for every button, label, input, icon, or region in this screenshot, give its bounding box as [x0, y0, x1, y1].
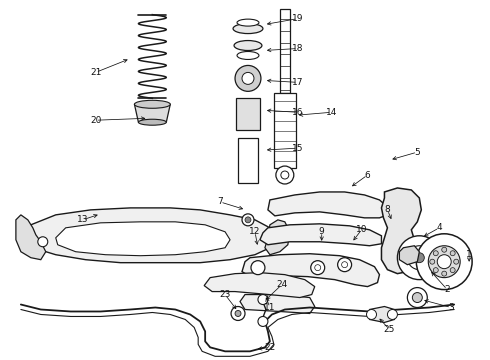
Polygon shape — [240, 294, 315, 314]
Circle shape — [338, 258, 352, 272]
Text: 4: 4 — [437, 223, 442, 232]
Polygon shape — [265, 220, 290, 255]
Circle shape — [367, 310, 376, 319]
Polygon shape — [382, 188, 421, 274]
Text: 3: 3 — [448, 303, 454, 312]
Text: 12: 12 — [249, 227, 261, 236]
Text: 17: 17 — [292, 78, 303, 87]
Polygon shape — [369, 306, 394, 323]
Ellipse shape — [237, 51, 259, 59]
Text: 21: 21 — [90, 68, 101, 77]
Ellipse shape — [134, 100, 171, 108]
Polygon shape — [16, 215, 46, 260]
Circle shape — [415, 253, 424, 263]
Circle shape — [231, 306, 245, 320]
Circle shape — [454, 259, 459, 264]
Circle shape — [388, 310, 397, 319]
Ellipse shape — [138, 119, 166, 125]
Text: 9: 9 — [319, 227, 324, 236]
Text: 18: 18 — [292, 44, 303, 53]
Text: 20: 20 — [90, 116, 101, 125]
Circle shape — [258, 316, 268, 327]
Polygon shape — [204, 273, 315, 298]
Text: 10: 10 — [356, 225, 368, 234]
Circle shape — [342, 262, 347, 268]
Circle shape — [442, 247, 447, 252]
Text: 23: 23 — [220, 290, 231, 299]
Ellipse shape — [234, 41, 262, 50]
Text: 19: 19 — [292, 14, 303, 23]
Circle shape — [242, 72, 254, 84]
Circle shape — [245, 217, 251, 223]
Circle shape — [276, 166, 294, 184]
Circle shape — [433, 267, 438, 273]
Text: 14: 14 — [326, 108, 337, 117]
Circle shape — [413, 293, 422, 302]
Circle shape — [258, 294, 268, 305]
Circle shape — [407, 288, 427, 307]
Polygon shape — [134, 104, 171, 122]
Polygon shape — [399, 246, 419, 265]
Ellipse shape — [233, 24, 263, 33]
Polygon shape — [268, 192, 388, 218]
Polygon shape — [260, 224, 382, 246]
Circle shape — [430, 259, 435, 264]
Circle shape — [281, 171, 289, 179]
Circle shape — [437, 255, 451, 269]
Polygon shape — [56, 222, 230, 256]
Text: 11: 11 — [264, 303, 276, 312]
Text: 7: 7 — [217, 197, 223, 206]
Text: 22: 22 — [264, 343, 275, 352]
Polygon shape — [28, 208, 275, 263]
Circle shape — [450, 267, 455, 273]
Bar — [274, 93, 296, 168]
Circle shape — [450, 251, 455, 256]
Circle shape — [416, 234, 472, 289]
Circle shape — [442, 271, 447, 276]
Circle shape — [315, 265, 321, 271]
Bar — [238, 138, 258, 183]
Circle shape — [428, 246, 460, 278]
Circle shape — [235, 66, 261, 91]
Polygon shape — [242, 254, 379, 287]
Circle shape — [433, 251, 438, 256]
Circle shape — [38, 237, 48, 247]
Circle shape — [242, 214, 254, 226]
Circle shape — [397, 236, 441, 280]
Text: 1: 1 — [466, 250, 472, 259]
Circle shape — [407, 246, 431, 270]
Text: 6: 6 — [365, 171, 370, 180]
Circle shape — [235, 310, 241, 316]
Text: 16: 16 — [292, 108, 303, 117]
Text: 24: 24 — [276, 280, 288, 289]
Text: 25: 25 — [384, 325, 395, 334]
Text: 5: 5 — [415, 148, 420, 157]
Bar — [280, 9, 290, 93]
Ellipse shape — [237, 19, 259, 26]
Text: 13: 13 — [77, 215, 88, 224]
Bar — [236, 98, 260, 130]
Text: 15: 15 — [292, 144, 303, 153]
Text: 8: 8 — [385, 206, 391, 215]
Circle shape — [311, 261, 325, 275]
Text: 2: 2 — [444, 285, 450, 294]
Circle shape — [251, 261, 265, 275]
